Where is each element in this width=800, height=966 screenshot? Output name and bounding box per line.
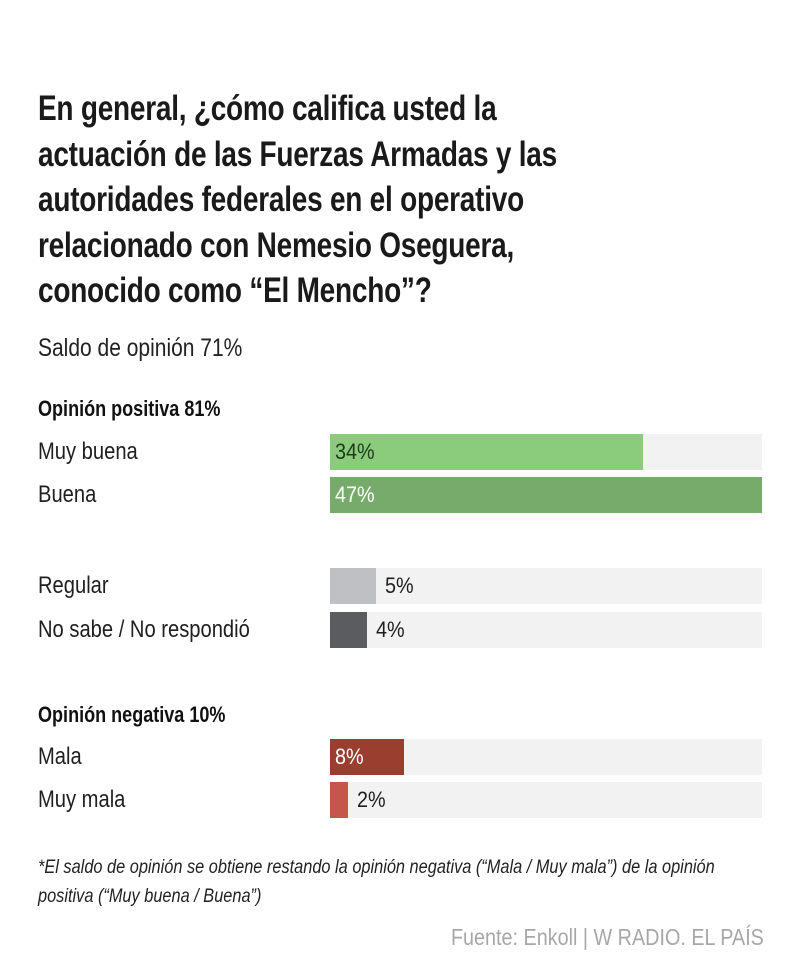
group-heading-positive: Opinión positiva 81% xyxy=(38,396,221,421)
title-line: autoridades federales en el operativo xyxy=(38,180,524,219)
bar-row-mala: Mala 8% xyxy=(0,739,800,775)
source-credit: Fuente: Enkoll | W RADIO. EL PAÍS xyxy=(451,924,764,950)
bar-row-muy-buena: Muy buena 34% xyxy=(0,434,800,470)
bar-mala xyxy=(330,739,404,775)
bar-track: 2% xyxy=(330,782,762,818)
chart-title: En general, ¿cómo califica usted la actu… xyxy=(38,86,800,314)
title-line: En general, ¿cómo califica usted la xyxy=(38,89,497,128)
bar-muy-mala xyxy=(330,782,348,818)
bar-row-no-sabe: No sabe / No respondió 4% xyxy=(0,612,800,648)
value-label: 5% xyxy=(385,573,414,598)
bar-track: 8% xyxy=(330,739,762,775)
title-line: actuación de las Fuerzas Armadas y las xyxy=(38,134,557,174)
value-label: 8% xyxy=(335,744,364,769)
value-label: 34% xyxy=(335,439,375,464)
bar-track: 47% xyxy=(330,477,762,513)
value-label: 4% xyxy=(376,617,405,642)
bar-row-muy-mala: Muy mala 2% xyxy=(0,782,800,818)
footnote: *El saldo de opinión se obtiene restando… xyxy=(38,857,715,907)
bar-muy-buena xyxy=(330,434,643,470)
category-label: Muy buena xyxy=(38,438,138,465)
bar-row-regular: Regular 5% xyxy=(0,568,800,604)
category-label: Muy mala xyxy=(38,786,126,813)
category-label: Buena xyxy=(38,481,97,508)
bar-buena xyxy=(330,477,762,513)
title-line: conocido como “El Mencho”? xyxy=(38,271,432,310)
bar-no-sabe xyxy=(330,612,367,648)
value-label: 2% xyxy=(357,787,386,812)
group-heading-negative: Opinión negativa 10% xyxy=(38,702,226,727)
category-label: No sabe / No respondió xyxy=(38,616,250,643)
value-label: 47% xyxy=(335,482,375,507)
bar-track: 4% xyxy=(330,612,762,648)
category-label: Regular xyxy=(38,572,109,599)
bar-row-buena: Buena 47% xyxy=(0,477,800,513)
bar-track: 5% xyxy=(330,568,762,604)
bar-track: 34% xyxy=(330,434,762,470)
title-line: relacionado con Nemesio Oseguera, xyxy=(38,225,515,265)
chart-subtitle: Saldo de opinión 71% xyxy=(38,334,243,362)
bar-regular xyxy=(330,568,376,604)
category-label: Mala xyxy=(38,743,82,770)
